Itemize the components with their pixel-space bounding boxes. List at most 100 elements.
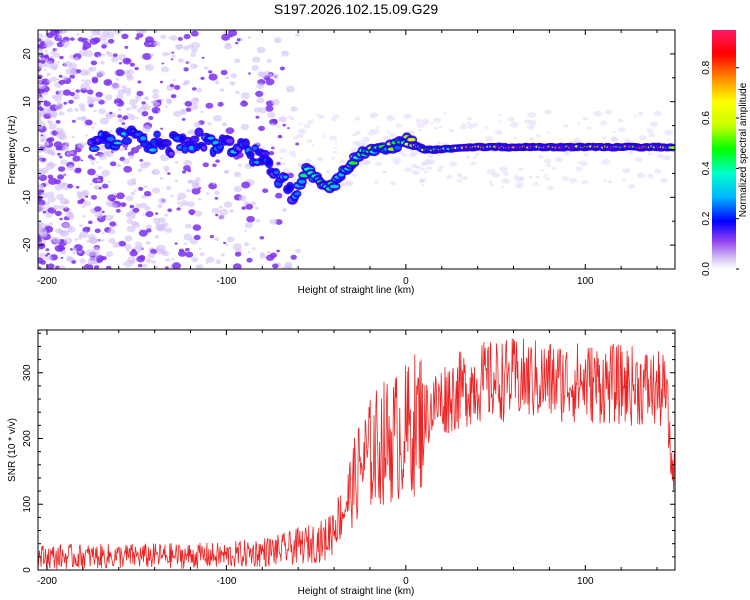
ridge-core	[287, 184, 293, 190]
noise-blob	[158, 197, 167, 204]
colorbar-ticks: 0.0 0.2 0.4 0.6 0.8	[701, 60, 739, 276]
noise-blob	[137, 80, 142, 84]
noise-blob	[535, 133, 542, 138]
noise-blob	[47, 174, 54, 179]
noise-blob	[48, 137, 55, 142]
noise-blob	[39, 252, 46, 258]
noise-blob	[79, 69, 89, 76]
noise-blob	[44, 68, 47, 71]
ridge-core	[168, 152, 174, 156]
noise-blob	[193, 97, 199, 102]
colorbar-tick-label: 0.2	[701, 211, 712, 225]
noise-blob	[62, 230, 67, 234]
noise-blob	[244, 222, 253, 229]
ridge-core	[252, 146, 258, 150]
ridge-core	[113, 141, 122, 145]
noise-blob	[636, 172, 646, 179]
colorbar-tick-label: 0.8	[701, 60, 712, 74]
noise-blob	[67, 226, 76, 233]
noise-blob	[543, 174, 547, 178]
noise-blob	[330, 118, 336, 122]
ridge-core	[162, 141, 171, 145]
x-tick-label: -100	[216, 276, 236, 287]
noise-blob	[121, 122, 126, 125]
noise-blob	[113, 192, 118, 196]
noise-blob	[206, 256, 215, 263]
snr-series	[38, 338, 675, 570]
noise-blob	[42, 210, 47, 214]
noise-blob	[182, 170, 186, 174]
noise-blob	[38, 168, 42, 172]
noise-blob	[183, 67, 189, 72]
noise-blob	[653, 168, 662, 174]
noise-blob	[528, 119, 537, 125]
noise-blob	[225, 244, 229, 247]
noise-blob	[109, 161, 117, 167]
noise-blob	[68, 62, 78, 69]
noise-blob	[117, 89, 126, 96]
noise-blob	[236, 38, 241, 42]
noise-blob	[47, 79, 52, 83]
noise-blob	[79, 258, 86, 264]
noise-blob	[38, 38, 42, 42]
noise-blob	[202, 162, 209, 168]
noise-blob	[174, 242, 178, 245]
noise-blob	[139, 202, 148, 209]
noise-blob	[141, 195, 147, 199]
noise-blob	[155, 212, 159, 215]
spectrogram-scatter	[38, 30, 675, 269]
noise-blob	[373, 129, 380, 134]
noise-blob	[116, 78, 120, 81]
noise-blob	[436, 141, 442, 145]
noise-blob	[304, 158, 312, 164]
noise-blob	[338, 159, 346, 164]
noise-blob	[437, 168, 443, 172]
noise-blob	[172, 79, 176, 82]
noise-blob	[38, 111, 45, 117]
noise-blob	[207, 122, 212, 126]
noise-blob	[296, 133, 304, 139]
noise-blob	[105, 50, 111, 55]
noise-blob	[329, 135, 338, 141]
noise-blob	[235, 41, 239, 45]
noise-blob	[144, 190, 152, 197]
noise-blob	[63, 237, 73, 245]
noise-blob	[123, 158, 131, 165]
noise-blob	[268, 73, 273, 77]
noise-blob	[515, 182, 524, 189]
noise-blob	[415, 118, 422, 123]
noise-blob	[76, 117, 81, 120]
noise-blob	[392, 157, 401, 164]
noise-blob	[60, 256, 64, 259]
noise-blob	[139, 162, 149, 169]
noise-blob	[52, 52, 61, 58]
noise-blob	[201, 56, 205, 59]
noise-blob	[290, 254, 297, 260]
noise-blob	[421, 163, 426, 166]
noise-blob	[646, 174, 654, 179]
noise-blob	[122, 115, 129, 120]
noise-blob	[108, 228, 116, 235]
noise-blob	[107, 38, 115, 44]
noise-blob	[408, 152, 417, 158]
noise-blob	[87, 233, 96, 240]
noise-blob	[91, 126, 95, 129]
noise-blob	[290, 117, 294, 121]
noise-blob	[421, 118, 430, 124]
noise-blob	[649, 121, 659, 127]
noise-blob	[233, 58, 241, 64]
noise-blob	[176, 207, 181, 211]
noise-blob	[125, 212, 132, 217]
noise-blob	[59, 155, 63, 159]
noise-blob	[443, 111, 447, 115]
noise-blob	[528, 175, 533, 179]
noise-blob	[375, 126, 379, 129]
noise-blob	[126, 107, 131, 111]
noise-blob	[106, 31, 115, 39]
noise-blob	[60, 159, 68, 165]
noise-blob	[58, 80, 65, 85]
noise-blob	[38, 185, 44, 190]
noise-blob	[533, 181, 539, 186]
noise-blob	[547, 185, 554, 190]
noise-blob	[279, 66, 285, 71]
